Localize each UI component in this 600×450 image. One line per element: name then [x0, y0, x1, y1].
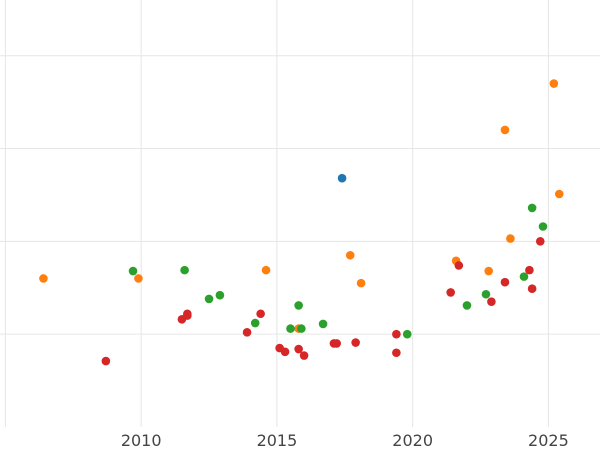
scatter-point [299, 351, 309, 360]
scatter-point [500, 125, 510, 135]
scatter-point [337, 173, 347, 183]
scatter-point [392, 348, 401, 358]
scatter-point [250, 318, 260, 328]
scatter-point [484, 266, 493, 276]
scatter-point [549, 79, 559, 88]
scatter-point [297, 324, 306, 333]
scatter-point [286, 324, 295, 333]
scatter-point [180, 265, 189, 275]
scatter-point [392, 329, 401, 339]
scatter-point [351, 338, 360, 347]
scatter-point [294, 344, 303, 354]
scatter-point [39, 274, 48, 283]
scatter-point [356, 278, 366, 288]
x-tick-label: 2015 [257, 431, 298, 450]
scatter-point [462, 301, 472, 310]
scatter-point [332, 339, 341, 348]
scatter-point [527, 203, 537, 213]
scatter-point [535, 237, 545, 246]
scatter-point [506, 234, 515, 243]
scatter-point [454, 261, 464, 270]
scatter-point [261, 265, 271, 275]
scatter-point [487, 297, 496, 306]
scatter-point [345, 250, 355, 260]
scatter-point [242, 328, 252, 337]
scatter-point [134, 274, 143, 283]
data-points [39, 79, 564, 366]
x-tick-label: 2010 [121, 431, 162, 450]
scatter-point [256, 309, 265, 319]
scatter-point [280, 347, 290, 357]
scatter-point [318, 319, 328, 329]
scatter-point [128, 266, 138, 276]
grid [0, 0, 600, 427]
scatter-point [402, 329, 412, 339]
x-tick-label: 2020 [392, 431, 433, 450]
scatter-point [527, 284, 537, 293]
x-axis-ticks: 2010 2015 2020 2025 [121, 431, 569, 450]
scatter-point [500, 277, 510, 287]
scatter-point [525, 265, 534, 275]
scatter-point [538, 222, 548, 231]
scatter-point [294, 301, 303, 310]
scatter-point [215, 290, 225, 300]
scatter-point [554, 189, 564, 199]
x-tick-label: 2025 [528, 431, 569, 450]
scatter-point [183, 309, 192, 319]
scatter-point [481, 289, 491, 299]
scatter-point [101, 356, 111, 366]
scatter-point [519, 272, 529, 281]
scatter-point [204, 294, 214, 304]
scatter-point [446, 288, 455, 297]
